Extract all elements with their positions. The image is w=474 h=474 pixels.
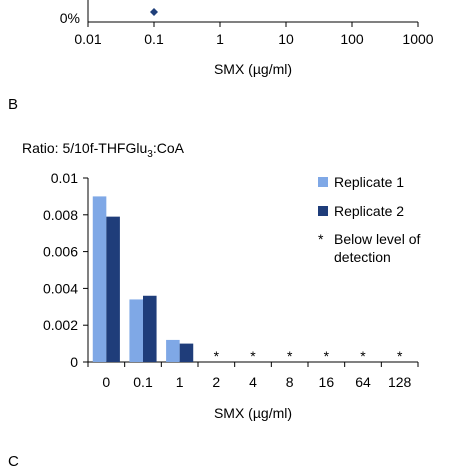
bar	[106, 216, 120, 362]
panel-b: B Ratio: 5/10f-THFGlu3:CoA 0 0.002 0.004 0.…	[8, 96, 420, 421]
panel-b-x-axis-label: SMX (µg/ml)	[214, 405, 292, 421]
panel-b-ytick-label: 0.006	[43, 244, 78, 260]
below-detection-marker: *	[324, 348, 330, 364]
panel-b-xtick-label: 4	[249, 374, 257, 390]
panel-b-xtick-label: 16	[319, 374, 335, 390]
panel-b-title-suffix: :CoA	[153, 140, 185, 156]
panel-a: 0% 0.01 0.1 1 10 100 1000 SMX (µg/ml)	[60, 0, 434, 77]
below-detection-marker: *	[250, 348, 256, 364]
panel-a-xtick-label: 0.01	[74, 31, 101, 47]
panel-b-bars	[92, 196, 194, 362]
legend-below-detection-marker: *	[318, 231, 324, 247]
below-detection-marker: *	[214, 348, 220, 364]
panel-b-ytick-label: 0.01	[51, 170, 78, 186]
panel-b-ytick-label: 0	[70, 354, 78, 370]
below-detection-marker: *	[397, 348, 403, 364]
panel-b-ytick-label: 0.004	[43, 280, 78, 296]
panel-b-xticks: 0 0.1 1 2 4 8 16 64 128	[87, 362, 419, 390]
panel-b-title-subscript: 3	[147, 149, 153, 160]
legend-swatch-replicate-1	[318, 177, 328, 187]
panel-a-xtick-label: 1000	[402, 31, 433, 47]
panel-a-x-axis-label: SMX (µg/ml)	[214, 61, 292, 77]
panel-b-xtick-label: 128	[388, 374, 412, 390]
panel-a-xtick-label: 10	[278, 31, 294, 47]
legend-below-detection-label-line-2: detection	[334, 249, 391, 265]
panel-b-xtick-label: 8	[286, 374, 294, 390]
bar	[166, 339, 180, 362]
panel-a-xtick-label: 100	[340, 31, 364, 47]
below-detection-marker: *	[360, 348, 366, 364]
panel-b-title: Ratio: 5/10f-THFGlu3:CoA	[22, 140, 185, 160]
panel-b-ytick-label: 0.002	[43, 317, 78, 333]
panel-b-label: B	[8, 96, 18, 113]
panel-b-xtick-label: 1	[176, 374, 184, 390]
panel-c-label: C	[8, 453, 19, 470]
panel-a-data-point	[150, 8, 158, 16]
panel-b-legend: Replicate 1 Replicate 2 * Below level of…	[318, 174, 420, 265]
panel-a-xtick-label: 0.1	[144, 31, 164, 47]
panel-a-xticks: 0.01 0.1 1 10 100 1000	[74, 22, 434, 47]
legend-label-replicate-2: Replicate 2	[334, 203, 404, 219]
panel-a-ytick-label: 0%	[60, 10, 80, 26]
panel-b-xtick-label: 0	[102, 374, 110, 390]
bar-series-2	[106, 216, 194, 362]
panel-a-points	[150, 8, 158, 16]
panel-b-xtick-label: 0.1	[133, 374, 153, 390]
panel-b-below-detection-markers: * * * * * *	[214, 348, 403, 364]
panel-b-title-main: Ratio: 5/10f-THFGlu	[22, 140, 147, 156]
panel-b-ytick-label: 0.008	[43, 207, 78, 223]
legend-label-replicate-1: Replicate 1	[334, 174, 404, 190]
bar-series-1	[92, 196, 180, 362]
bar	[92, 196, 107, 362]
bar	[129, 299, 143, 362]
panel-b-xtick-label: 64	[355, 374, 371, 390]
legend-swatch-replicate-2	[318, 206, 328, 216]
bar	[143, 295, 157, 362]
bar	[179, 343, 194, 362]
below-detection-marker: *	[287, 348, 293, 364]
panel-b-yticks: 0 0.002 0.004 0.006 0.008 0.01	[43, 170, 88, 370]
panel-b-xtick-label: 2	[212, 374, 220, 390]
panel-a-xtick-label: 1	[216, 31, 224, 47]
legend-below-detection-label-line-1: Below level of	[334, 231, 420, 247]
